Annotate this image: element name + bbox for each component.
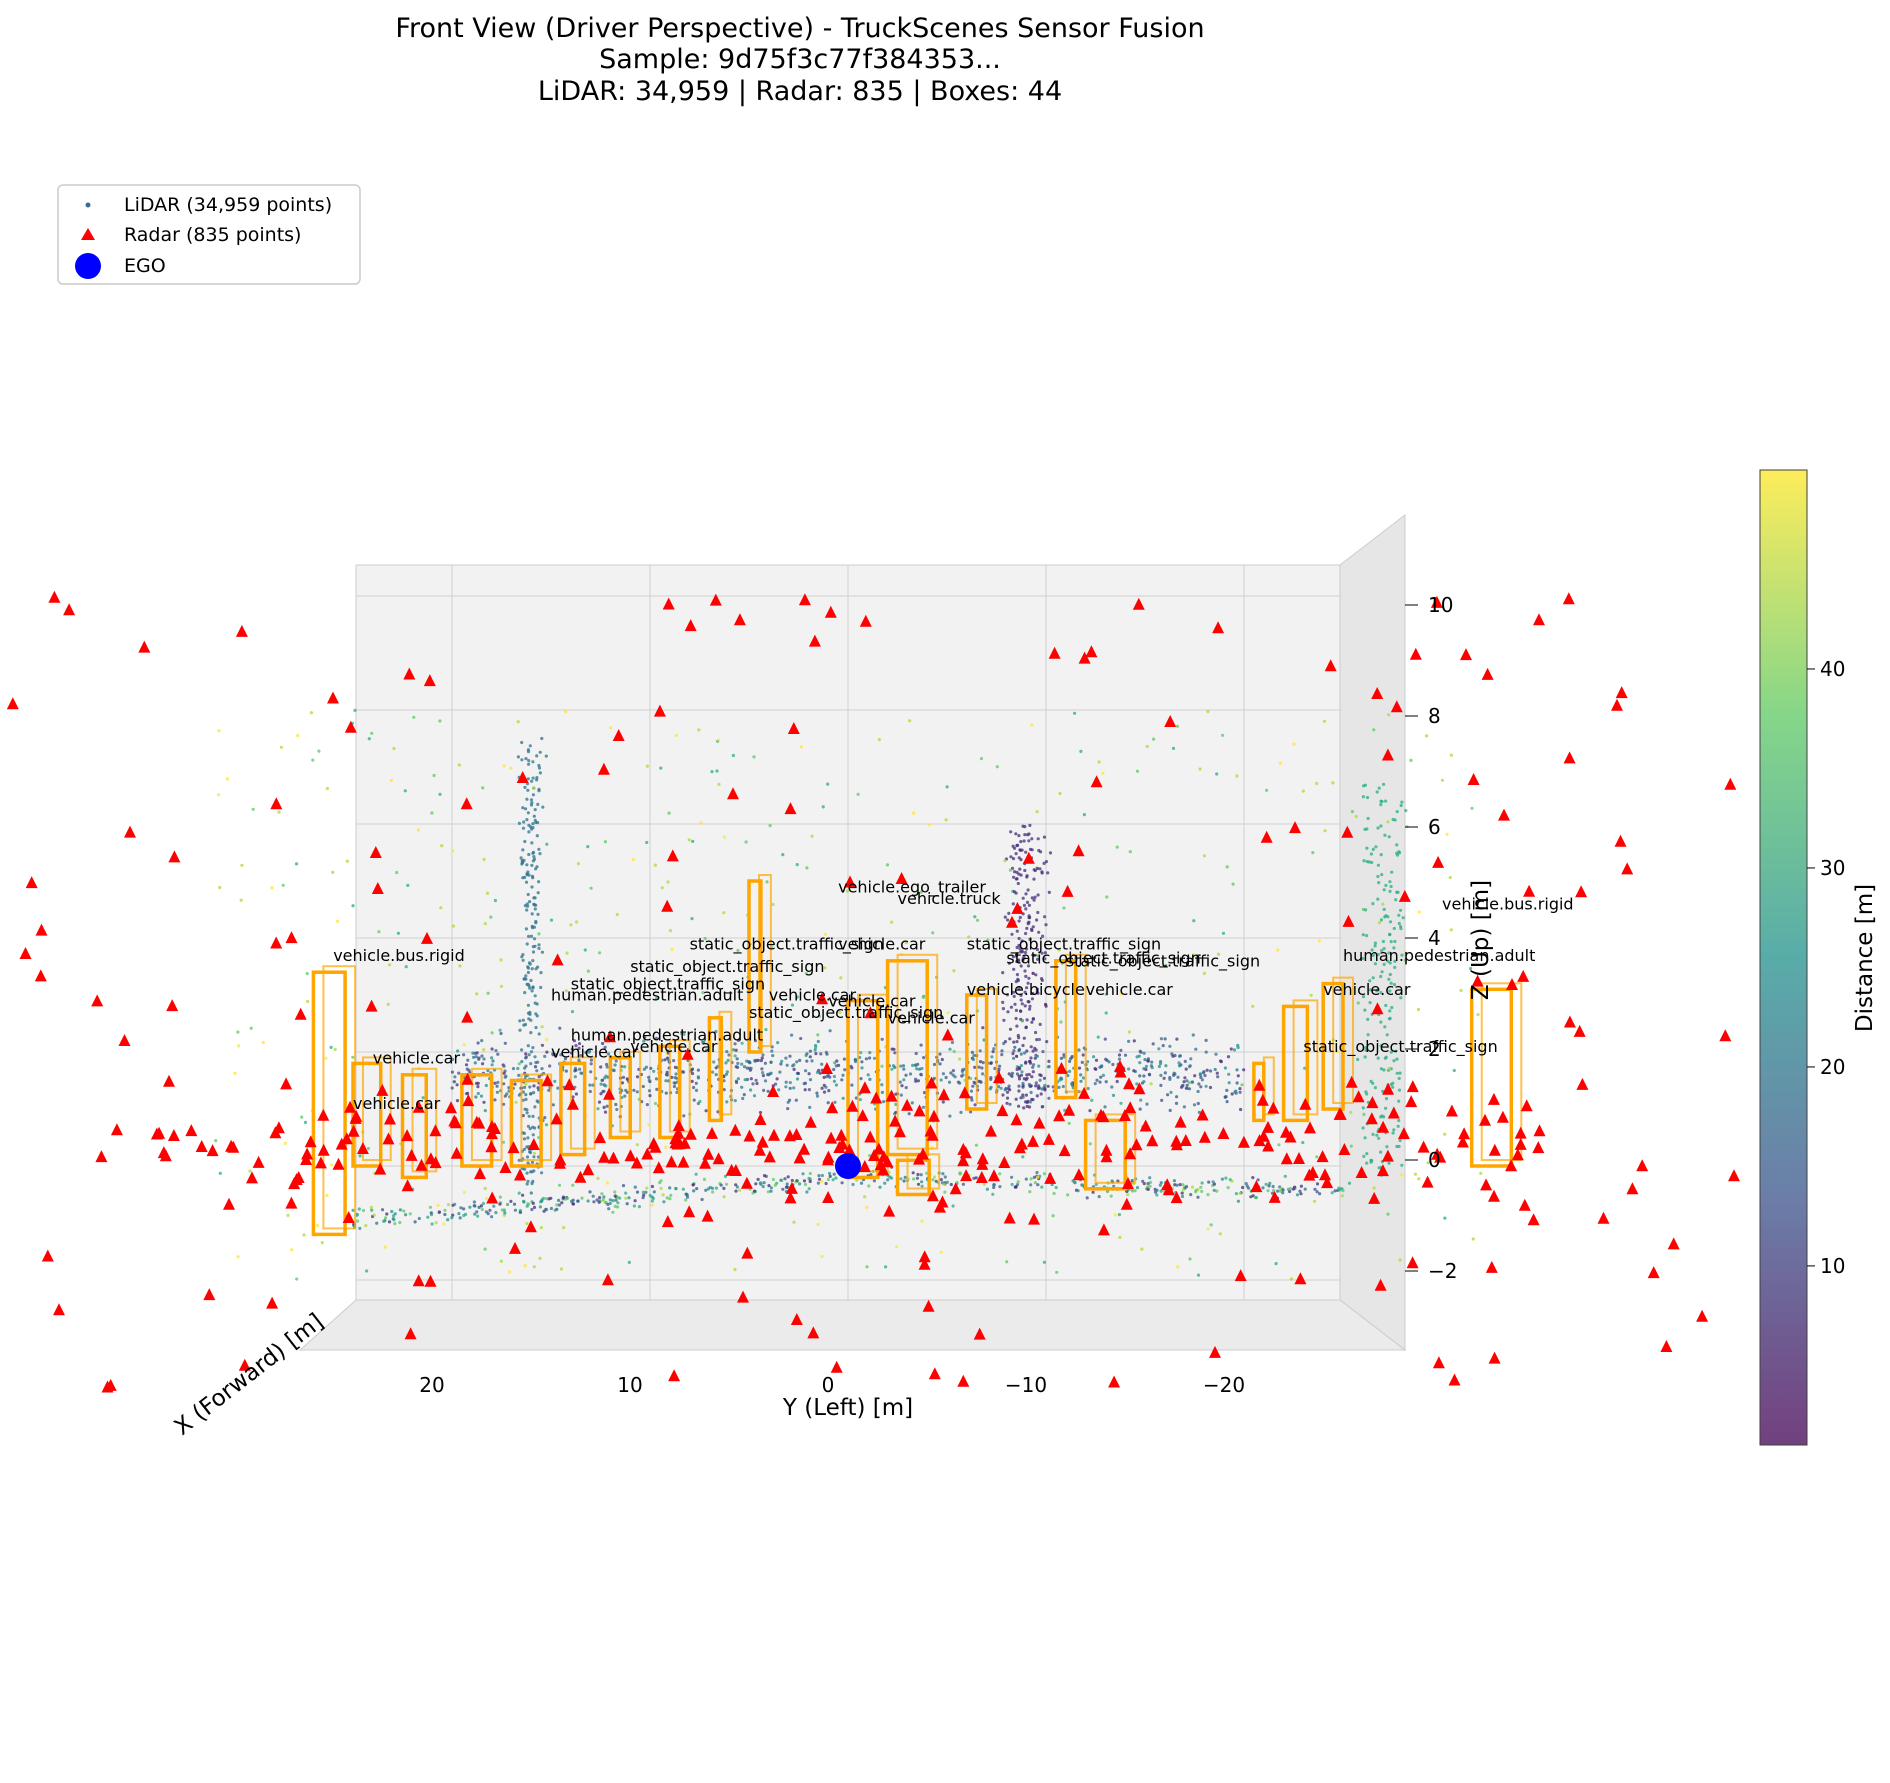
x-axis-label: X (Forward) [m] [170,1309,329,1441]
legend: LiDAR (34,959 points) Radar (835 points)… [57,184,361,285]
legend-ego-marker [75,253,101,279]
ego-marker-group [835,1153,861,1179]
box-label: vehicle.car [888,1009,976,1028]
z-tick-label: 0 [1428,1148,1441,1172]
bounding-box [460,1073,494,1168]
chart-subtitle-sample: Sample: 9d75f3c77f384353... [599,44,1001,75]
colorbar-gradient [1759,469,1808,1446]
box-label: static_object.traffic_sign [630,957,824,977]
z-tick-label: 10 [1428,593,1453,617]
chart-title-block: Front View (Driver Perspective) - TruckS… [395,13,1204,107]
y-tick-label: −20 [1203,1373,1245,1397]
legend-ego-label: EGO [124,255,166,277]
box-label: vehicle.car [353,1094,441,1113]
z-tick-label: 4 [1428,926,1441,950]
bounding-box [1469,987,1514,1168]
ego-marker [835,1153,861,1179]
legend-radar-label: Radar (835 points) [124,224,301,246]
colorbar-tick-label: 10 [1820,1254,1845,1278]
right-pane [1339,513,1406,1352]
colorbar-tick-label: 30 [1820,856,1845,880]
bounding-box-back [411,1067,438,1173]
box-label: vehicle.bus.rigid [333,946,465,965]
box-label: static_object.traffic_sign [1066,952,1260,972]
box-label: static_object.traffic_sign [690,934,884,954]
box-label: vehicle.car [1323,980,1411,999]
box-label: vehicle.car [769,986,857,1005]
bounding-box-back [1480,982,1523,1161]
bounding-box [351,1061,383,1168]
y-tick-label: 10 [617,1373,642,1397]
legend-radar-marker [81,228,95,240]
bounding-box-back [718,1010,733,1116]
box-labels: vehicle.bus.rigid vehicle.bus.rigid vehicl… [333,877,1573,1113]
box-label: vehicle.truck [898,889,1002,908]
z-tick-label: 2 [1428,1037,1441,1061]
box-label: vehicle.car [630,1037,718,1056]
bounding-box [707,1016,724,1123]
box-label: vehicle.car [1086,980,1174,999]
bounding-box [1281,1004,1310,1123]
bounding-box [311,970,347,1237]
floor-pane [298,1299,1407,1351]
box-label: vehicle.car [373,1048,461,1067]
z-tick-label: −2 [1428,1259,1457,1283]
radar-points [6,590,1740,1393]
box-label: human.pedestrian.adult [571,1026,763,1045]
y-axis-label: Y (Left) [m] [782,1395,913,1421]
bounding-boxes [311,874,1523,1237]
box-label: static_object.traffic_sign [967,934,1161,954]
bounding-box-back [1292,999,1319,1116]
bounding-box [400,1073,429,1180]
y-tick-label: −10 [1005,1373,1047,1397]
bounding-box [747,879,763,1054]
colorbar-tick-label: 20 [1820,1055,1845,1079]
z-axis-label: Z (Up) [m] [1468,880,1494,1000]
colorbar-ticks: 10 20 30 40 [1807,657,1845,1278]
box-label: human.pedestrian.adult [1343,946,1535,965]
box-label: static_object.traffic_sign [571,974,765,994]
box-label: static_object.traffic_sign [1006,949,1200,969]
bounding-box-back [896,953,939,1150]
chart-subtitle-counts: LiDAR: 34,959 | Radar: 835 | Boxes: 44 [538,76,1062,107]
bounding-box-back [1332,976,1354,1104]
bounding-box-back [758,874,772,1047]
bounding-box [509,1078,543,1168]
box-label: human.pedestrian.adult [551,986,743,1005]
y-tick-label: 0 [822,1373,835,1397]
z-tick-label: 6 [1428,815,1441,839]
bounding-box [846,998,880,1180]
box-label: vehicle.bicycle [967,980,1085,999]
box-label: vehicle.bus.rigid [1442,895,1574,914]
chart-title: Front View (Driver Perspective) - TruckS… [395,13,1204,44]
bounding-box-back [362,1056,392,1162]
legend-lidar-label: LiDAR (34,959 points) [124,194,332,216]
legend-lidar-marker [85,202,91,208]
colorbar: 10 20 30 40 Distance [m] [1759,469,1878,1446]
bounding-box [895,1158,931,1197]
colorbar-tick-label: 40 [1820,657,1845,681]
box-label: vehicle.car [828,991,916,1010]
bounding-box-back [520,1073,553,1161]
box-label: vehicle.car [838,934,926,953]
box-label: vehicle.car [551,1043,639,1062]
bounding-box-back [322,965,357,1230]
box-label: vehicle.ego_trailer [838,877,986,897]
box-label: static_object.traffic_sign [1303,1037,1497,1057]
bounding-box-back [1262,1056,1275,1116]
colorbar-label: Distance [m] [1852,884,1878,1032]
axis-panes [298,513,1407,1352]
bounding-box-back [1064,953,1087,1093]
bounding-box [559,1061,587,1157]
bounding-box-back [470,1067,503,1162]
box-label: static_object.traffic_sign [749,1003,943,1023]
legend-frame [57,184,361,285]
y-tick-label: 20 [419,1373,444,1397]
bounding-box-back [975,988,998,1104]
z-tick-label: 8 [1428,704,1441,728]
bounding-box-back [619,1050,642,1133]
